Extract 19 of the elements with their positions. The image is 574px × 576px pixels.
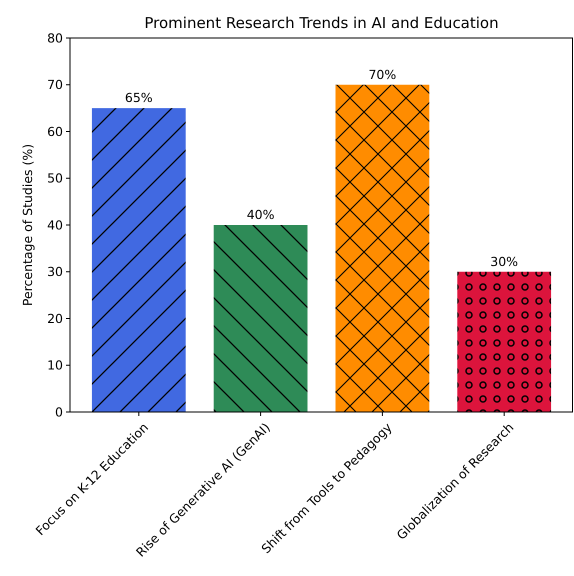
bar — [92, 108, 186, 412]
data-label: 65% — [124, 90, 153, 106]
bar — [214, 225, 308, 412]
y-axis-title: Percentage of Studies (%) — [20, 144, 35, 306]
y-tick-label: 40 — [47, 217, 64, 232]
y-tick-label: 30 — [47, 264, 64, 280]
y-tick-label: 50 — [47, 170, 64, 186]
y-tick-label: 70 — [47, 77, 64, 92]
data-label: 30% — [490, 254, 518, 269]
chart-title: Prominent Research Trends in AI and Education — [144, 14, 499, 32]
bar — [457, 272, 552, 412]
data-label: 40% — [246, 207, 275, 222]
y-tick-label: 60 — [47, 124, 64, 139]
y-tick-label: 10 — [47, 358, 64, 373]
y-tick-label: 80 — [47, 30, 64, 46]
y-tick-label: 20 — [47, 310, 64, 326]
y-tick-label: 0 — [55, 404, 64, 420]
bar — [336, 84, 430, 412]
data-label: 70% — [368, 66, 396, 82]
